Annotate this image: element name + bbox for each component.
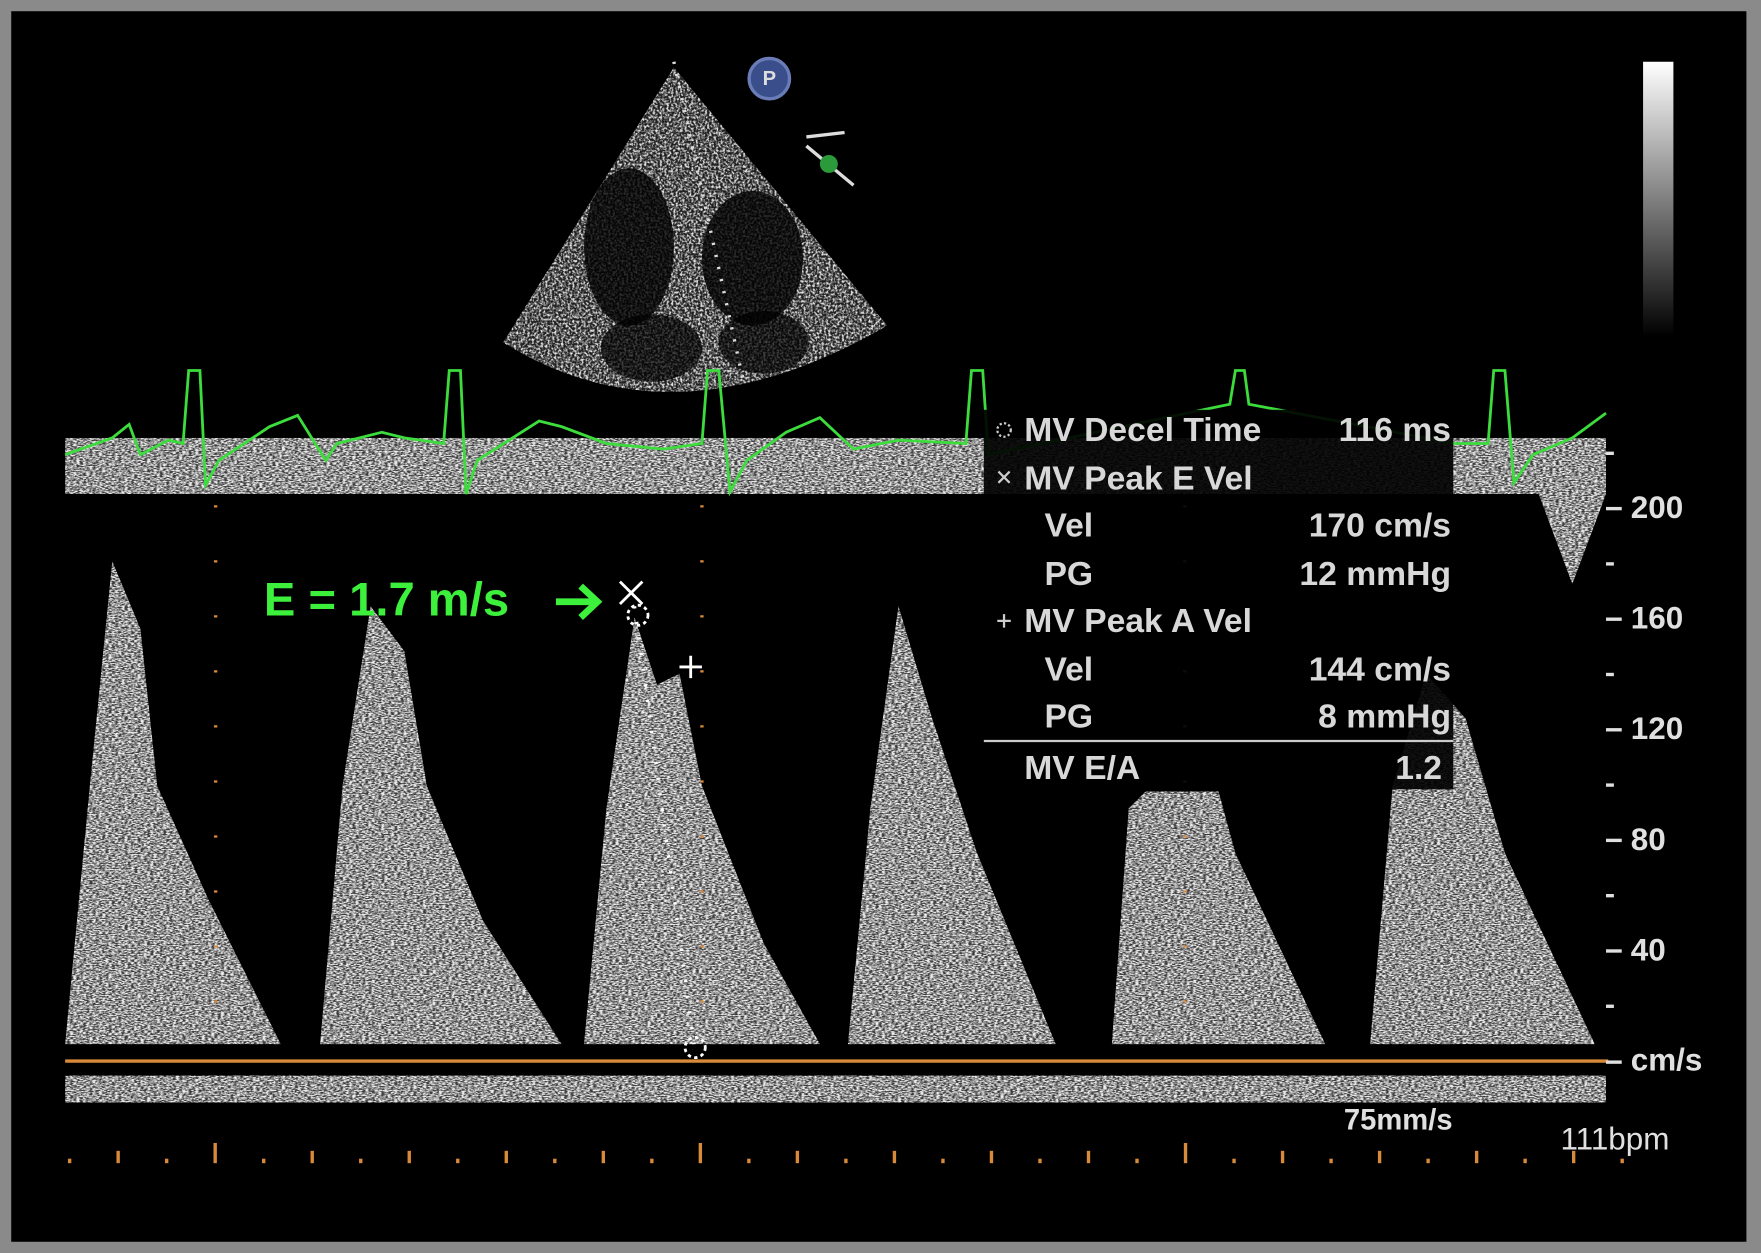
row-value: 144 cm/s: [1309, 651, 1451, 688]
row-label: PG: [1044, 556, 1093, 593]
measurement-panel: MV Decel Time 116 ms MV Peak E Vel Vel 1…: [984, 410, 1453, 789]
ultrasound-screen: P E = 1.7 m/s MV Decel Time 116 ms MV Pe…: [0, 0, 1761, 1253]
page: P E = 1.7 m/s MV Decel Time 116 ms MV Pe…: [0, 0, 1761, 1253]
sweep-speed: 75mm/s: [1344, 1105, 1453, 1137]
row-label: MV Peak A Vel: [1024, 603, 1252, 640]
grayscale-bar: [1643, 62, 1673, 337]
scale-label: 80: [1631, 822, 1666, 857]
scale-label: 120: [1631, 711, 1683, 746]
row-label: MV Decel Time: [1024, 412, 1261, 449]
scale-label: 200: [1631, 490, 1683, 525]
row-value: 116 ms: [1339, 412, 1451, 449]
display: [11, 11, 1746, 1242]
result-label: MV E/A: [1024, 750, 1140, 787]
row-value: 12 mmHg: [1299, 556, 1451, 593]
heart-rate: 111bpm: [1561, 1122, 1670, 1157]
scale-unit: cm/s: [1631, 1042, 1703, 1077]
annotation: E = 1.7 m/s: [264, 572, 509, 625]
row-value: 170 cm/s: [1309, 508, 1451, 545]
scale-label: 40: [1631, 932, 1666, 967]
result-value: 1.2: [1395, 750, 1442, 787]
probe-marker-label: P: [763, 68, 776, 90]
scale-label: 160: [1631, 601, 1683, 636]
row-label: MV Peak E Vel: [1024, 461, 1252, 498]
row-value: 8 mmHg: [1318, 699, 1451, 736]
row-label: Vel: [1044, 508, 1093, 545]
row-label: Vel: [1044, 651, 1093, 688]
row-label: PG: [1044, 699, 1093, 736]
